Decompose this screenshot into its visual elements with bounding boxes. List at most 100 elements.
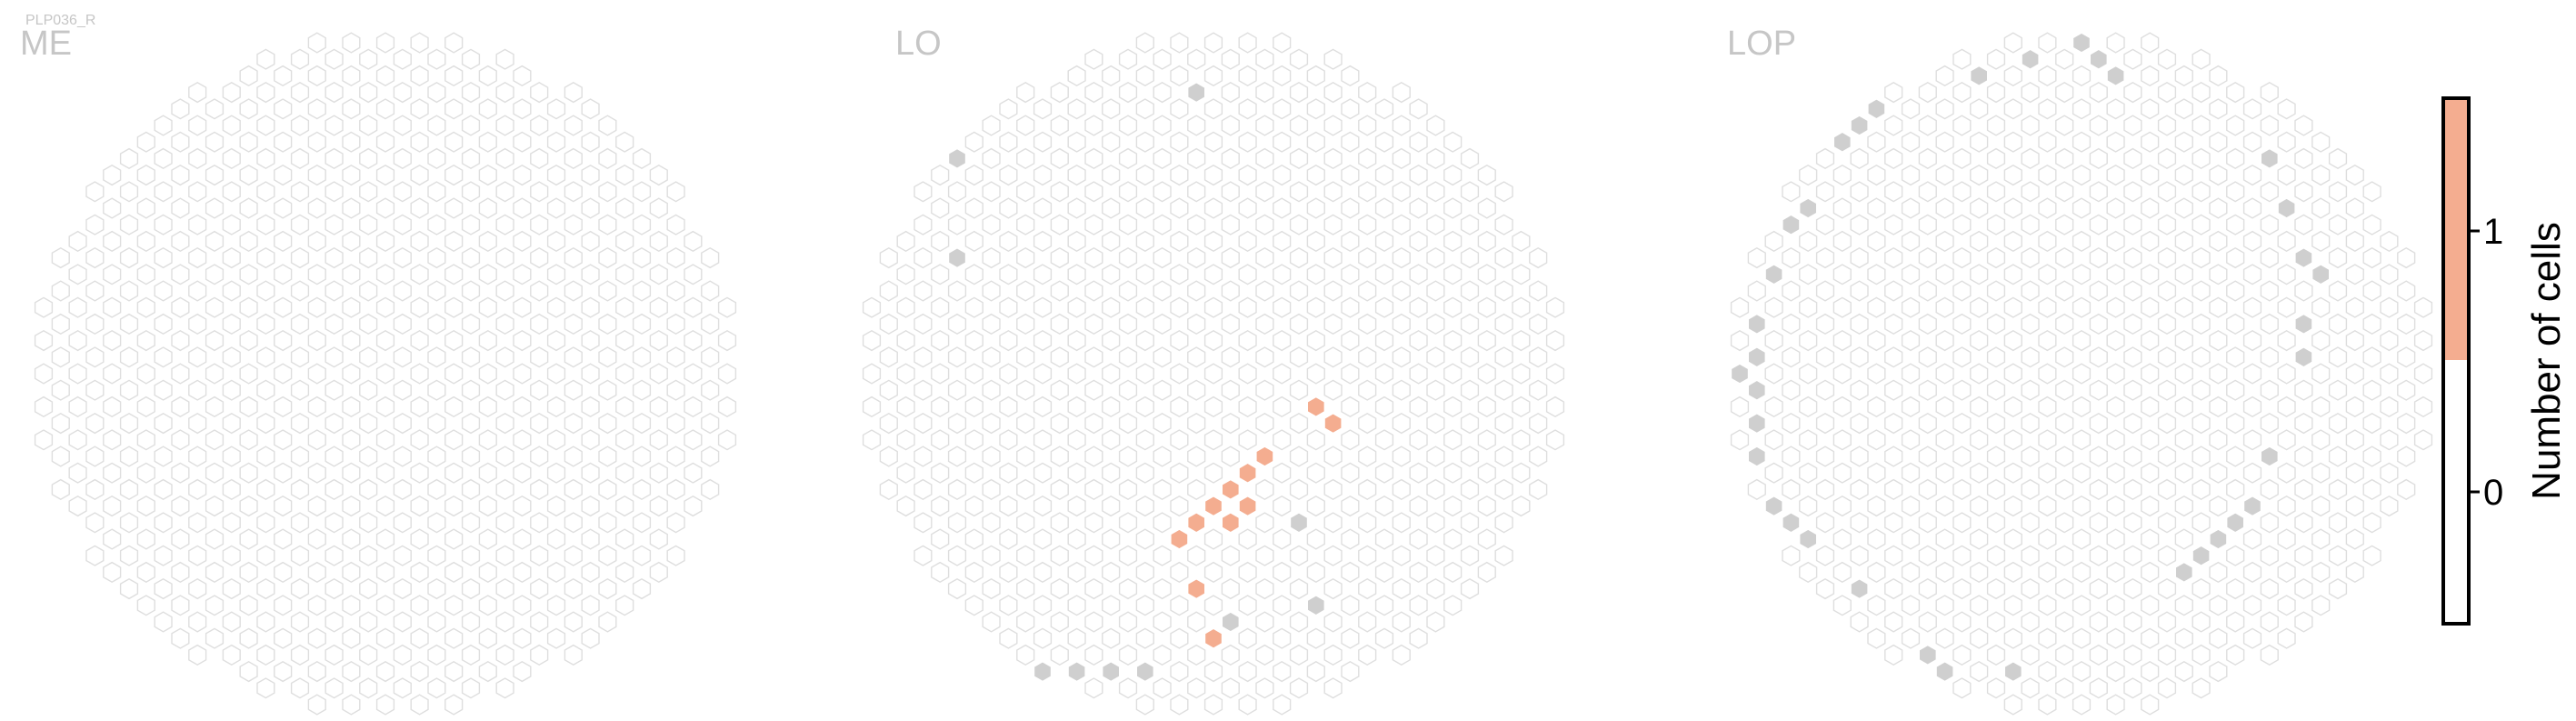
hex-cell-empty <box>999 396 1018 418</box>
hex-cell-empty <box>85 478 105 501</box>
hex-cell-empty <box>2003 561 2022 584</box>
hex-cell-empty <box>964 396 983 418</box>
hex-cell-empty <box>1084 446 1103 467</box>
hex-cell-empty <box>615 429 634 451</box>
hex-cell-empty <box>2003 627 2022 649</box>
hex-cell-empty <box>701 346 720 368</box>
hex-cell-empty <box>1850 545 1869 566</box>
hex-cell-empty <box>1799 230 1818 253</box>
hex-cell-empty <box>478 131 497 153</box>
hex-cell-empty <box>461 181 481 203</box>
hex-cell-empty <box>103 462 122 484</box>
hex-cell-missing <box>1782 512 1801 534</box>
hex-cell-count-1 <box>1203 496 1223 517</box>
hex-cell-empty <box>2242 197 2262 219</box>
hex-cell-empty <box>1443 230 1463 253</box>
colorbar-frame <box>2441 96 2471 626</box>
hex-cell-empty <box>1799 329 1818 352</box>
hex-cell-empty <box>1153 81 1172 104</box>
hex-cell-empty <box>1341 561 1360 584</box>
hex-cell-empty <box>666 512 685 534</box>
hex-cell-empty <box>2397 346 2416 368</box>
hex-cell-empty <box>2174 528 2193 550</box>
hex-cell-empty <box>359 346 378 368</box>
hex-cell-empty <box>68 462 87 484</box>
hex-cell-empty <box>1426 181 1445 203</box>
hex-cell-missing <box>1832 131 1852 153</box>
hex-cell-empty <box>51 412 70 435</box>
hex-cell-empty <box>427 677 446 699</box>
hex-cell-empty <box>461 379 481 401</box>
hex-cell-empty <box>546 329 566 352</box>
hex-cell-empty <box>2294 446 2313 467</box>
hex-cell-empty <box>666 478 685 501</box>
hex-cell-empty <box>1170 329 1189 352</box>
hex-cell-empty <box>2038 296 2057 318</box>
hex-cell-empty <box>1050 181 1069 203</box>
hex-cell-empty <box>999 528 1018 550</box>
hex-cell-empty <box>478 296 497 318</box>
hex-cell-empty <box>1935 528 1954 550</box>
hex-cell-empty <box>324 412 344 435</box>
hex-cell-empty <box>1867 264 1886 285</box>
hex-cell-empty <box>427 313 446 335</box>
hex-cell-empty <box>1170 363 1189 385</box>
hex-cell-empty <box>2345 495 2364 517</box>
hex-cell-empty <box>2038 65 2057 87</box>
hex-cell-empty <box>1850 280 1869 302</box>
hex-cell-empty <box>1273 65 1292 87</box>
hex-cell-empty <box>1426 346 1445 368</box>
hex-cell-empty <box>290 48 310 70</box>
hex-cell-empty <box>530 280 549 302</box>
hex-cell-empty <box>2413 396 2433 418</box>
hex-cell-empty <box>982 313 1001 335</box>
hex-cell-empty <box>1289 446 1309 467</box>
hex-cell-empty <box>1494 446 1513 467</box>
hex-cell-empty <box>684 363 703 385</box>
hex-cell-empty <box>1426 115 1445 136</box>
hex-cell-empty <box>564 115 583 136</box>
hex-cell-empty <box>513 197 532 219</box>
hex-cell-empty <box>2380 495 2399 517</box>
hex-cell-empty <box>2277 528 2296 550</box>
hex-cell-empty <box>171 462 190 484</box>
hex-cell-empty <box>649 296 668 318</box>
hex-cell-empty <box>1084 478 1103 501</box>
hex-cell-empty <box>1289 611 1309 633</box>
hex-cell-empty <box>2089 346 2108 368</box>
hex-cell-empty <box>290 313 310 335</box>
hex-cell-empty <box>581 396 600 418</box>
hex-cell-empty <box>2174 363 2193 385</box>
hex-cell-empty <box>1221 147 1240 170</box>
hex-cell-empty <box>1135 694 1154 716</box>
hex-cell-empty <box>982 280 1001 302</box>
hex-cell-empty <box>1392 280 1411 302</box>
hex-cell-missing <box>2226 512 2245 534</box>
hex-cell-empty <box>1986 214 2006 235</box>
hex-cell-empty <box>701 379 720 401</box>
hex-cell-empty <box>85 280 105 302</box>
hex-cell-empty <box>1850 512 1869 534</box>
hex-cell-empty <box>914 446 933 467</box>
hex-cell-empty <box>1935 495 1954 517</box>
hex-cell-empty <box>513 528 532 550</box>
hex-cell-empty <box>513 429 532 451</box>
hex-cell-empty <box>2106 164 2125 186</box>
hex-cell-empty <box>2226 644 2245 666</box>
hex-cell-empty <box>239 660 258 683</box>
hex-cell-empty <box>2123 379 2142 401</box>
hex-cell-empty <box>136 363 155 385</box>
hex-cell-empty <box>410 164 429 186</box>
hex-cell-missing <box>2174 561 2193 583</box>
hex-cell-empty <box>188 81 207 104</box>
hex-cell-empty <box>999 329 1018 352</box>
hex-cell-empty <box>290 478 310 501</box>
hex-cell-empty <box>1799 561 1818 584</box>
hex-cell-empty <box>1901 495 1921 517</box>
hex-cell-empty <box>1221 577 1240 600</box>
hex-cell-empty <box>1477 363 1496 385</box>
hex-cell-empty <box>239 164 258 186</box>
hex-cell-empty <box>581 296 600 318</box>
hex-cell-empty <box>1323 611 1343 633</box>
hex-cell-empty <box>2397 280 2416 302</box>
